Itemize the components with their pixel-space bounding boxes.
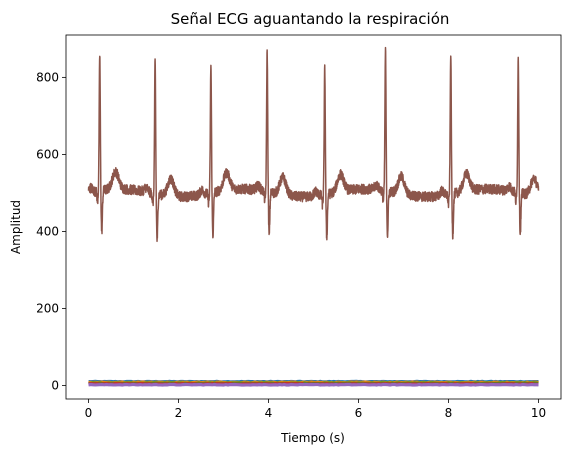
x-tick-label: 10	[531, 406, 546, 420]
x-tick-label: 0	[85, 406, 93, 420]
x-tick-label: 6	[355, 406, 363, 420]
plot-area-frame	[65, 34, 562, 400]
flat-series-line	[88, 382, 539, 387]
chart-title: Señal ECG aguantando la respiración	[171, 10, 450, 28]
y-tick-label: 600	[36, 147, 59, 161]
x-tick-label: 8	[445, 406, 453, 420]
y-tick-label: 0	[51, 379, 59, 393]
ecg-series-line	[87, 46, 540, 243]
x-axis-ticks: 0 2 4 6 8 10	[85, 399, 546, 420]
y-tick-label: 800	[36, 70, 59, 84]
x-axis-label: Tiempo (s)	[280, 431, 345, 445]
y-axis-ticks: 0 200 400 600 800	[36, 70, 66, 393]
y-tick-label: 400	[36, 224, 59, 238]
y-axis-label: Amplitud	[9, 200, 23, 254]
y-tick-label: 200	[36, 301, 59, 315]
x-tick-label: 2	[175, 406, 183, 420]
series-layer	[87, 46, 540, 387]
x-tick-label: 4	[265, 406, 273, 420]
